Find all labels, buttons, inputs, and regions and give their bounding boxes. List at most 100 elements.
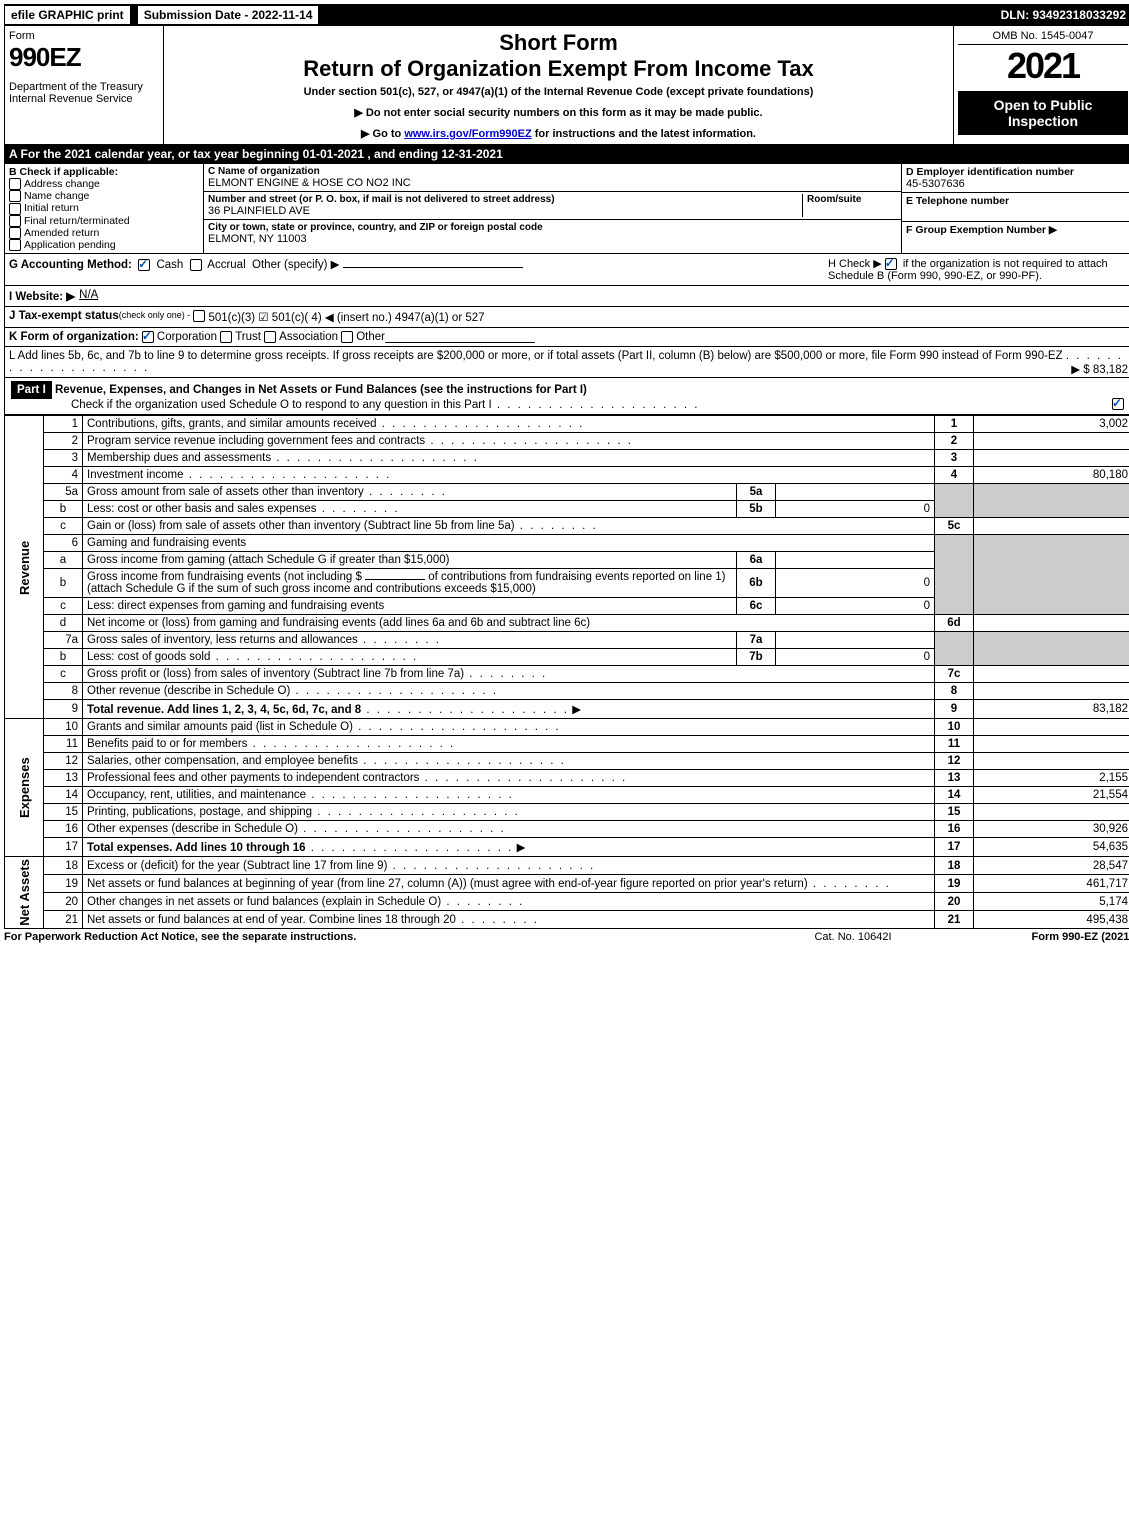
f-group-row: F Group Exemption Number ▶: [902, 222, 1129, 238]
c-room-label: Room/suite: [807, 194, 897, 205]
line-13: 13 Professional fees and other payments …: [5, 770, 1129, 787]
row-a-taxyear: A For the 2021 calendar year, or tax yea…: [4, 145, 1129, 164]
l-amount: ▶ $ 83,182: [1071, 362, 1128, 376]
revenue-label: Revenue: [5, 416, 44, 719]
line-6d: d Net income or (loss) from gaming and f…: [5, 615, 1129, 632]
chk-final[interactable]: Final return/terminated: [9, 215, 199, 227]
header-left: Form 990EZ Department of the Treasury In…: [5, 26, 164, 144]
line-15: 15 Printing, publications, postage, and …: [5, 804, 1129, 821]
line-4: 4 Investment income 4 80,180: [5, 467, 1129, 484]
org-name: ELMONT ENGINE & HOSE CO NO2 INC: [208, 177, 897, 189]
inspection-label: Open to Public Inspection: [958, 91, 1128, 135]
row-k-org: K Form of organization: Corporation Trus…: [4, 328, 1129, 347]
tax-year: 2021: [958, 45, 1128, 87]
top-bar: efile GRAPHIC print Submission Date - 20…: [4, 4, 1129, 26]
header-center: Short Form Return of Organization Exempt…: [164, 26, 953, 144]
f-group-label: F Group Exemption Number ▶: [906, 224, 1128, 236]
main-title: Return of Organization Exempt From Incom…: [168, 56, 949, 82]
row-j-taxexempt: J Tax-exempt status (check only one) - 5…: [4, 307, 1129, 328]
line-14: 14 Occupancy, rent, utilities, and maint…: [5, 787, 1129, 804]
chk-other[interactable]: [341, 331, 353, 343]
short-form-title: Short Form: [168, 30, 949, 56]
omb-label: OMB No. 1545-0047: [958, 30, 1128, 45]
line-18: Net Assets 18 Excess or (deficit) for th…: [5, 857, 1129, 875]
chk-501c3[interactable]: [193, 310, 205, 322]
goto-post: for instructions and the latest informat…: [535, 128, 756, 140]
dept-label: Department of the Treasury Internal Reve…: [9, 81, 159, 105]
row-gh: G Accounting Method: Cash Accrual Other …: [4, 254, 1129, 286]
page-footer: For Paperwork Reduction Act Notice, see …: [4, 929, 1129, 943]
dln-label: DLN: 93492318033292: [995, 6, 1129, 24]
g-label: G Accounting Method:: [9, 259, 132, 271]
chk-pending[interactable]: Application pending: [9, 239, 199, 251]
footer-right: Form 990-EZ (2021): [953, 931, 1129, 943]
footer-center: Cat. No. 10642I: [753, 931, 953, 943]
d-ein-row: D Employer identification number 45-5307…: [902, 164, 1129, 193]
line-11: 11 Benefits paid to or for members 11: [5, 736, 1129, 753]
section-bcdef: B Check if applicable: Address change Na…: [4, 164, 1129, 254]
line-12: 12 Salaries, other compensation, and emp…: [5, 753, 1129, 770]
i-label: I Website: ▶: [9, 289, 75, 303]
form-header: Form 990EZ Department of the Treasury In…: [4, 26, 1129, 145]
e-phone-label: E Telephone number: [906, 195, 1128, 207]
line-5a: 5a Gross amount from sale of assets othe…: [5, 484, 1129, 501]
line-7a: 7a Gross sales of inventory, less return…: [5, 632, 1129, 649]
h-check: H Check ▶ if the organization is not req…: [828, 257, 1128, 282]
submission-date-label: Submission Date - 2022-11-14: [136, 4, 321, 26]
column-b: B Check if applicable: Address change Na…: [5, 164, 204, 253]
line-17: 17 Total expenses. Add lines 10 through …: [5, 838, 1129, 857]
subtitle: Under section 501(c), 527, or 4947(a)(1)…: [168, 86, 949, 98]
c-street-row: Number and street (or P. O. box, if mail…: [204, 192, 901, 220]
chk-accrual[interactable]: [190, 259, 202, 271]
line-9: 9 Total revenue. Add lines 1, 2, 3, 4, 5…: [5, 700, 1129, 719]
chk-assoc[interactable]: [264, 331, 276, 343]
chk-initial[interactable]: Initial return: [9, 202, 199, 214]
org-street: 36 PLAINFIELD AVE: [208, 205, 802, 217]
chk-name[interactable]: Name change: [9, 190, 199, 202]
line-6: 6 Gaming and fundraising events: [5, 535, 1129, 552]
header-right: OMB No. 1545-0047 2021 Open to Public In…: [953, 26, 1129, 144]
part-i-badge: Part I: [11, 381, 52, 399]
l-text: L Add lines 5b, 6c, and 7b to line 9 to …: [9, 350, 1063, 362]
line-2: 2 Program service revenue including gove…: [5, 433, 1129, 450]
chk-cash[interactable]: [138, 259, 150, 271]
chk-part-i-scho[interactable]: [1112, 398, 1124, 410]
part-i-header: Part I Revenue, Expenses, and Changes in…: [4, 378, 1129, 415]
part-i-title: Revenue, Expenses, and Changes in Net As…: [55, 384, 587, 396]
part-i-checktext: Check if the organization used Schedule …: [71, 399, 492, 411]
column-def: D Employer identification number 45-5307…: [901, 164, 1129, 253]
footer-left: For Paperwork Reduction Act Notice, see …: [4, 931, 753, 943]
line-5c: c Gain or (loss) from sale of assets oth…: [5, 518, 1129, 535]
line-10: Expenses 10 Grants and similar amounts p…: [5, 719, 1129, 736]
j-label: J Tax-exempt status: [9, 310, 119, 324]
line-8: 8 Other revenue (describe in Schedule O)…: [5, 683, 1129, 700]
website-value: N/A: [79, 289, 98, 303]
line-3: 3 Membership dues and assessments 3: [5, 450, 1129, 467]
k-label: K Form of organization:: [9, 331, 139, 343]
chk-address[interactable]: Address change: [9, 178, 199, 190]
j-options-text: 501(c)(3) ☑ 501(c)( 4) ◀ (insert no.) 49…: [208, 310, 484, 324]
line-19: 19 Net assets or fund balances at beginn…: [5, 875, 1129, 893]
lines-table: Revenue 1 Contributions, gifts, grants, …: [4, 415, 1129, 929]
row-i-website: I Website: ▶ N/A: [4, 286, 1129, 307]
line-7c: c Gross profit or (loss) from sales of i…: [5, 666, 1129, 683]
chk-amended[interactable]: Amended return: [9, 227, 199, 239]
line-16: 16 Other expenses (describe in Schedule …: [5, 821, 1129, 838]
row-l-gross: L Add lines 5b, 6c, and 7b to line 9 to …: [4, 347, 1129, 378]
c-city-row: City or town, state or province, country…: [204, 220, 901, 247]
line-20: 20 Other changes in net assets or fund b…: [5, 893, 1129, 911]
irs-link[interactable]: www.irs.gov/Form990EZ: [404, 128, 531, 140]
expenses-label: Expenses: [5, 719, 44, 857]
b-label: B Check if applicable:: [9, 166, 118, 178]
c-name-row: C Name of organization ELMONT ENGINE & H…: [204, 164, 901, 192]
line-21: 21 Net assets or fund balances at end of…: [5, 911, 1129, 929]
chk-corp[interactable]: [142, 331, 154, 343]
c-name-label: C Name of organization: [208, 166, 897, 177]
chk-trust[interactable]: [220, 331, 232, 343]
netassets-label: Net Assets: [5, 857, 44, 929]
e-phone-row: E Telephone number: [902, 193, 1129, 222]
c-city-label: City or town, state or province, country…: [208, 222, 897, 233]
bullet-ssn: ▶ Do not enter social security numbers o…: [168, 106, 949, 119]
chk-h[interactable]: [885, 258, 897, 270]
c-street-label: Number and street (or P. O. box, if mail…: [208, 194, 802, 205]
